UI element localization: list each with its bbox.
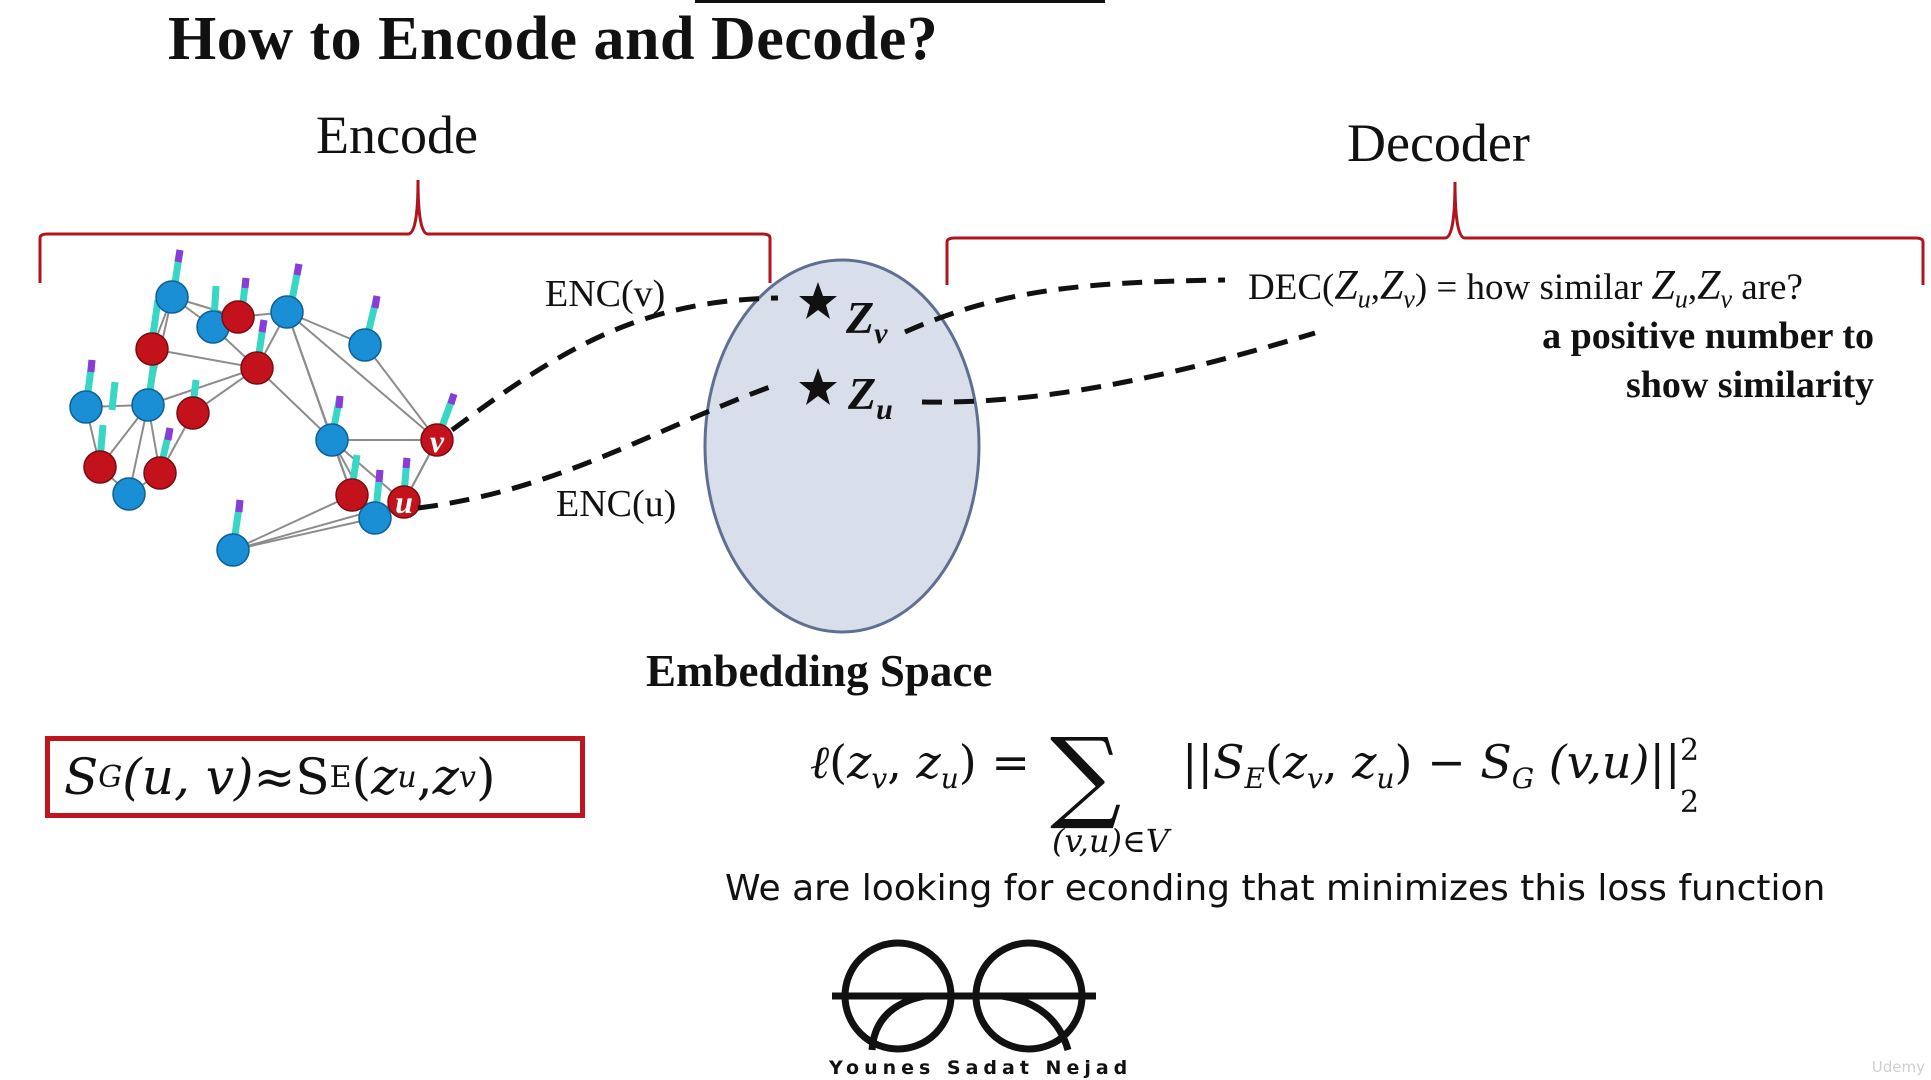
graph-node xyxy=(131,388,165,422)
blue-nodes xyxy=(69,280,392,567)
decoder-formula: DEC(Zu,Zv) = how similar Zu,Zv are? xyxy=(1248,263,1803,314)
enc-u-curve xyxy=(417,381,779,511)
decoder-note-line2: show similarity xyxy=(1625,364,1874,406)
dec-u-curve xyxy=(921,330,1316,405)
encode-bracket xyxy=(38,179,772,283)
loss-lhs: ℓ(zv, zu) = xyxy=(810,735,1030,796)
glasses-logo-icon xyxy=(832,939,1096,1053)
enc-u-label: ENC(u) xyxy=(556,483,677,525)
graph-node xyxy=(143,456,177,490)
udemy-watermark: Udemy xyxy=(1871,1058,1925,1076)
graph-node xyxy=(348,328,382,362)
loss-rhs: ||SE(zv, zu) − SG (v,u)|| xyxy=(1182,735,1681,796)
graph-node xyxy=(358,501,392,535)
red-nodes xyxy=(83,300,369,512)
top-rule xyxy=(695,0,1105,3)
graph-node xyxy=(216,533,250,567)
decoder-note: a positive number to show similarity xyxy=(1542,312,1874,410)
loss-caption: We are looking for econding that minimiz… xyxy=(725,868,1826,909)
enc-v-curve xyxy=(450,295,779,433)
summation-symbol: ∑ xyxy=(1050,716,1122,833)
node-v xyxy=(420,423,454,457)
graph-node xyxy=(270,295,304,329)
star-icon xyxy=(799,368,837,405)
star-icon xyxy=(799,282,837,319)
decoder-label: Decoder xyxy=(1347,113,1530,173)
logo-text: Younes Sadat Nejad xyxy=(829,1057,1133,1079)
graph-node xyxy=(112,477,146,511)
graph-node xyxy=(240,351,274,385)
graph-node xyxy=(155,280,189,314)
z-u-label: Zu xyxy=(848,368,893,427)
node-u xyxy=(387,485,421,519)
graph-node xyxy=(83,450,117,484)
encode-label: Encode xyxy=(316,105,478,165)
graph-node xyxy=(315,423,349,457)
embedding-space-label: Embedding Space xyxy=(646,646,993,696)
norm-subscript: 2 xyxy=(1680,785,1700,820)
graph-node xyxy=(176,396,210,430)
graph-node xyxy=(69,390,103,424)
embedding-space-ellipse xyxy=(703,258,981,634)
norm-superscript: 2 xyxy=(1680,733,1700,768)
summation-index: (v,u)∈V xyxy=(1052,822,1169,860)
dec-v-curve xyxy=(903,277,1226,335)
decoder-note-line1: a positive number to xyxy=(1542,315,1874,357)
z-v-label: Zv xyxy=(846,292,888,351)
graph-node xyxy=(335,478,369,512)
slide-title: How to Encode and Decode? xyxy=(168,5,939,73)
decoder-bracket xyxy=(945,181,1925,285)
enc-v-label: ENC(v) xyxy=(545,273,666,315)
similarity-equation-box: S G (u, v) ≈ S E(z u, z v) xyxy=(45,736,585,818)
graph-node xyxy=(221,300,255,334)
node-v-label: v xyxy=(430,423,445,459)
graph-node xyxy=(135,332,169,366)
node-u-label: u xyxy=(395,484,413,520)
